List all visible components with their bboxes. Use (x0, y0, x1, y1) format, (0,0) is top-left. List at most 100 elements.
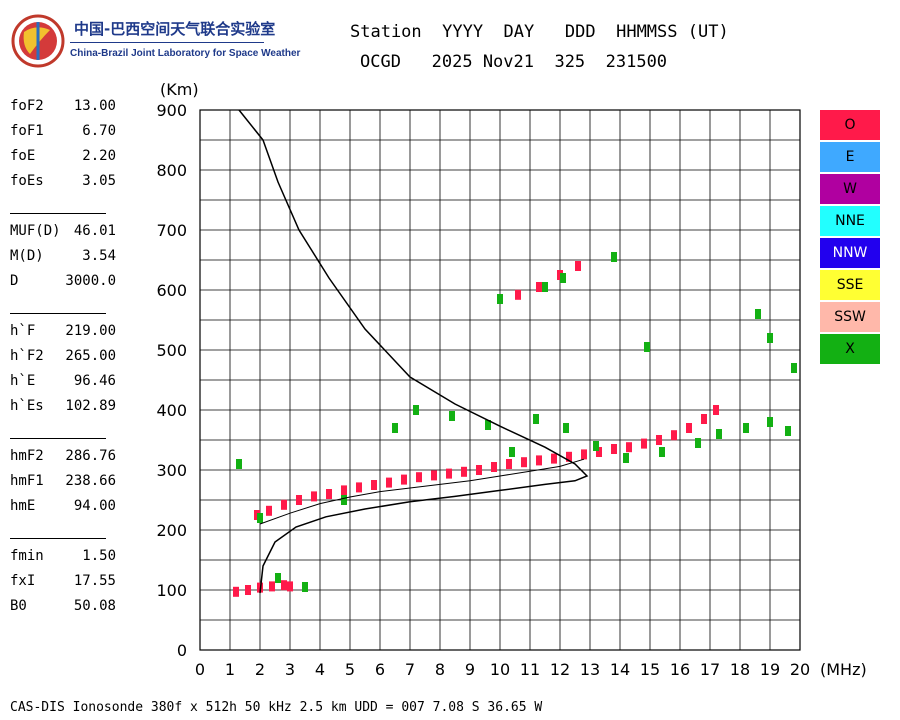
parameter-value: 265.00 (65, 348, 116, 364)
x-tick-label: 3 (285, 660, 295, 679)
x-tick-label: 17 (700, 660, 720, 679)
x-tick-label: 9 (465, 660, 475, 679)
parameter-value: 2.20 (82, 148, 116, 164)
x-tick-label: 10 (490, 660, 510, 679)
y-tick-label: 800 (156, 161, 187, 180)
parameter-name: D (10, 273, 19, 289)
echo-point-o (296, 495, 302, 505)
echo-point-o (341, 485, 347, 496)
parameter-name: hmE (10, 498, 36, 514)
echo-point-x (509, 447, 515, 457)
echo-point-o (233, 586, 239, 597)
echo-point-o (641, 438, 647, 449)
echo-point-x (755, 309, 761, 319)
echo-point-x (743, 423, 749, 433)
parameter-value: 3.05 (82, 173, 116, 189)
echo-point-x (236, 459, 242, 469)
echo-point-o (521, 457, 527, 468)
x-tick-label: 8 (435, 660, 445, 679)
x-tick-label: 13 (580, 660, 600, 679)
echo-point-o (575, 261, 581, 271)
echo-point-x (533, 414, 539, 424)
legend-item-ssw: SSW (820, 302, 880, 332)
logo-english-text: China-Brazil Joint Laboratory for Space … (70, 48, 301, 59)
parameter-name: B0 (10, 598, 27, 614)
x-tick-label: 20 (790, 660, 810, 679)
echo-point-x (302, 582, 308, 592)
parameter-name: h`F (10, 323, 36, 339)
parameter-separator (10, 313, 106, 314)
logo-divider (70, 42, 264, 43)
y-tick-label: 900 (156, 101, 187, 120)
echo-point-x (413, 405, 419, 415)
parameter-value: 46.01 (73, 223, 116, 239)
echo-point-x (563, 423, 569, 433)
parameter-value: 17.55 (73, 573, 116, 589)
echo-point-x (593, 441, 599, 451)
x-tick-label: 6 (375, 660, 385, 679)
echo-point-o (266, 505, 272, 516)
echo-point-o (446, 468, 452, 479)
echo-point-o (491, 462, 497, 472)
parameter-name: M(D) (10, 248, 44, 264)
echo-point-x (644, 342, 650, 352)
echo-point-o (461, 466, 467, 477)
parameter-value: 96.46 (73, 373, 116, 389)
echo-point-x (623, 453, 629, 463)
header-labels: Station YYYY DAY DDD HHMMSS (UT) (350, 22, 729, 42)
y-tick-label: 0 (177, 641, 187, 660)
echo-point-o (356, 482, 362, 493)
echo-point-x (767, 417, 773, 427)
parameter-name: foF1 (10, 123, 44, 139)
parameter-value: 13.00 (73, 98, 116, 114)
parameter-value: 1.50 (82, 548, 116, 564)
echo-point-x (716, 429, 722, 439)
echo-point-x (767, 333, 773, 343)
x-axis-label: (MHz) (820, 660, 867, 679)
echo-point-o (701, 414, 707, 424)
echo-point-o (245, 585, 251, 595)
echo-point-o (551, 453, 557, 464)
echo-point-o (476, 465, 482, 475)
parameter-value: 238.66 (65, 473, 116, 489)
parameter-separator (10, 213, 106, 214)
parameter-value: 94.00 (73, 498, 116, 514)
legend-item-nnw: NNW (820, 238, 880, 268)
echo-point-x (611, 252, 617, 262)
parameter-name: MUF(D) (10, 223, 61, 239)
legend-item-x: X (820, 334, 880, 364)
echo-point-x (449, 411, 455, 421)
echo-point-x (392, 423, 398, 433)
echo-point-o (506, 459, 512, 469)
parameter-name: h`E (10, 373, 36, 389)
echo-point-o (281, 499, 287, 510)
echo-point-x (560, 273, 566, 283)
logo-chinese-text: 中国-巴西空间天气联合实验室 (74, 20, 276, 38)
y-tick-label: 100 (156, 581, 187, 600)
globe-logo-icon (11, 14, 65, 68)
echo-point-o (566, 451, 572, 462)
echo-point-x (542, 282, 548, 292)
parameter-name: foE (10, 148, 36, 164)
parameter-separator (10, 438, 106, 439)
echo-point-o (515, 289, 521, 300)
legend-item-o: O (820, 110, 880, 140)
echo-point-x (497, 294, 503, 304)
x-tick-label: 2 (255, 660, 265, 679)
x-tick-label: 19 (760, 660, 780, 679)
parameter-name: hmF1 (10, 473, 44, 489)
echo-point-x (257, 513, 263, 523)
echo-point-x (341, 495, 347, 505)
x-tick-label: 4 (315, 660, 325, 679)
instrument-footer: CAS-DIS Ionosonde 380f x 512h 50 kHz 2.5… (10, 700, 543, 715)
echo-point-x (275, 573, 281, 583)
x-tick-label: 5 (345, 660, 355, 679)
x-tick-label: 1 (225, 660, 235, 679)
echo-point-o (269, 581, 275, 592)
y-tick-label: 700 (156, 221, 187, 240)
echo-point-o (431, 470, 437, 481)
echo-point-o (416, 472, 422, 483)
y-tick-label: 500 (156, 341, 187, 360)
legend-item-nne: NNE (820, 206, 880, 236)
